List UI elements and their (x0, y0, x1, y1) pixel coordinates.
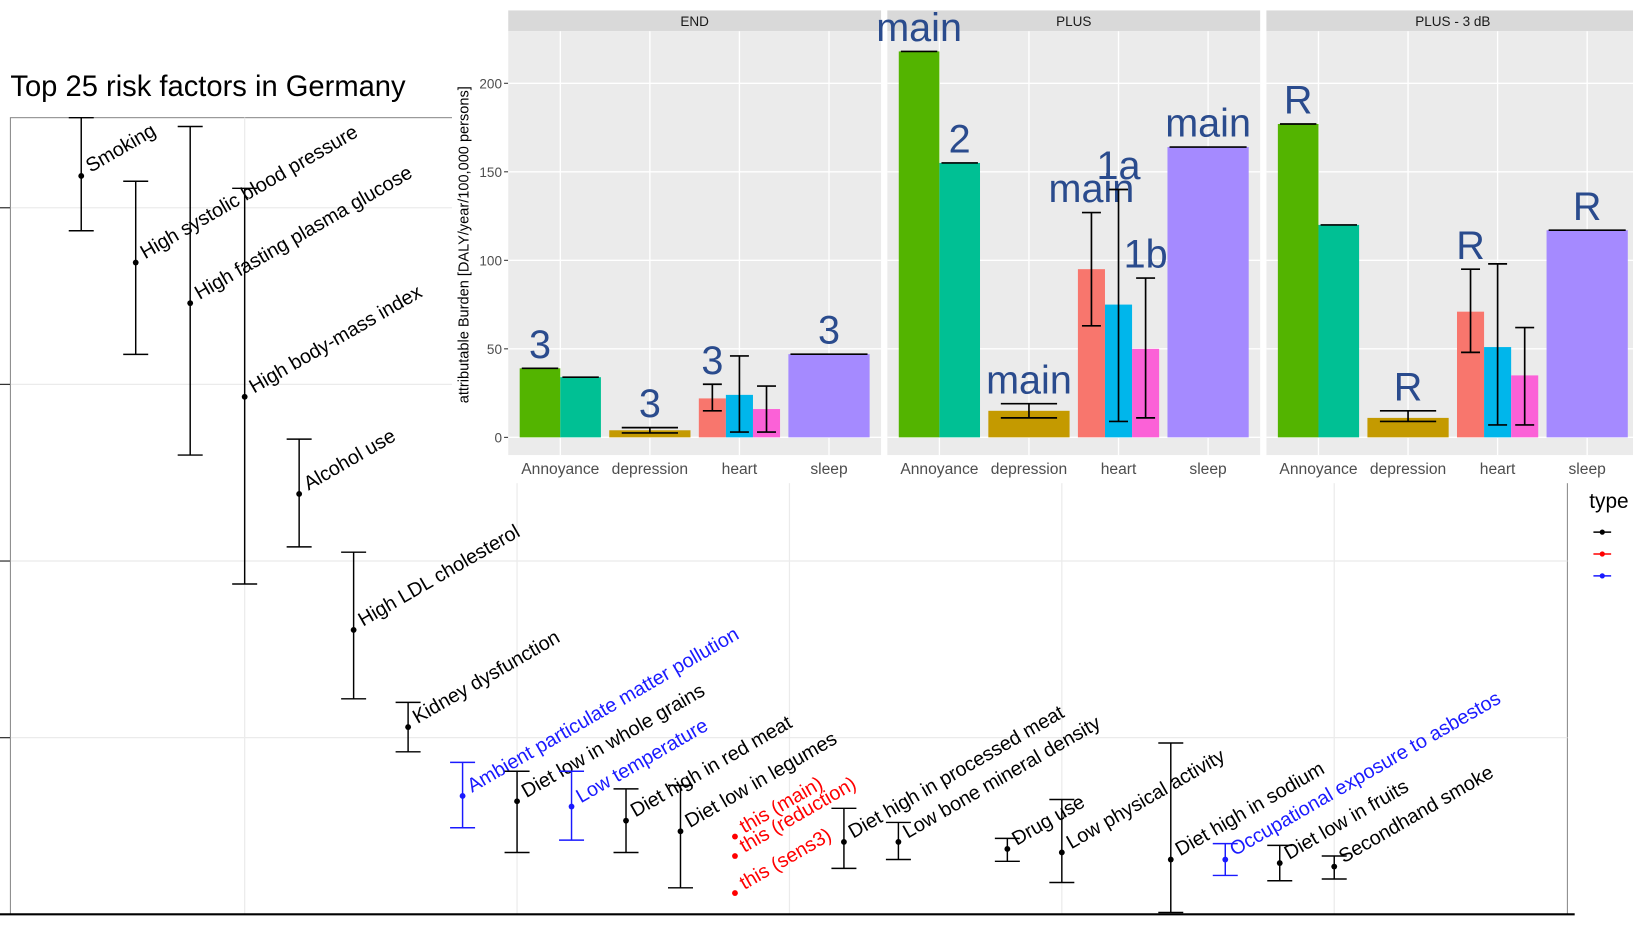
y-tick-label: 50 (487, 342, 502, 357)
y-axis-title: attributable Burden [DALY/year/100,000 p… (457, 86, 473, 403)
y-tick-label: 150 (479, 165, 502, 180)
point (1276, 860, 1283, 866)
bar-label: R (1456, 224, 1485, 268)
point (1331, 863, 1338, 870)
point (841, 838, 847, 845)
y-tick-label: 100 (479, 254, 502, 269)
annotation-point (732, 890, 738, 897)
x-tick-label: Annoyance (521, 461, 599, 478)
point (677, 828, 684, 835)
point (568, 803, 575, 810)
bar-label: 3 (529, 323, 551, 367)
x-tick-label: Annoyance (900, 461, 978, 478)
bar-label: 3 (639, 382, 661, 426)
x-tick-label: sleep (1189, 461, 1227, 478)
annotation-point (732, 853, 738, 859)
bar (788, 354, 870, 438)
bar (1546, 230, 1628, 438)
point (241, 393, 248, 400)
bar-label: 2 (949, 118, 971, 162)
x-tick-label: depression (991, 461, 1067, 478)
point (78, 173, 85, 179)
chart-title: Top 25 risk factors in Germany (10, 71, 406, 103)
point (350, 626, 357, 633)
facet-title: PLUS (1056, 14, 1091, 29)
bar-label: 1a (1097, 144, 1141, 188)
bar-label: main (1165, 102, 1251, 146)
point (514, 798, 520, 805)
legend-key-point (1599, 529, 1605, 535)
bar (560, 377, 601, 438)
point (623, 817, 629, 824)
x-tick-label: Annoyance (1279, 461, 1357, 478)
x-tick-label: depression (1370, 461, 1446, 478)
bar-label: R (1573, 185, 1602, 229)
point (459, 793, 466, 799)
bar-label: R (1284, 79, 1313, 123)
x-tick-label: heart (1480, 461, 1516, 478)
point (405, 724, 412, 730)
point (1058, 849, 1065, 856)
x-tick-label: heart (1101, 461, 1137, 478)
bar (1318, 224, 1360, 438)
point (1222, 856, 1229, 863)
bar-label: 1b (1124, 233, 1168, 277)
x-tick-label: depression (612, 461, 688, 478)
annotation-point (732, 833, 738, 840)
bar (609, 430, 691, 438)
point (296, 490, 303, 497)
bar (1277, 124, 1319, 438)
bar (898, 51, 940, 438)
point (1004, 846, 1011, 852)
strip (1266, 10, 1633, 32)
bar-label: 3 (701, 339, 723, 383)
point (1167, 856, 1174, 863)
point (187, 300, 194, 307)
legend-key-point (1599, 573, 1605, 579)
facet-title: END (680, 14, 709, 29)
y-tick-label: 0 (494, 431, 502, 446)
facet-title: PLUS - 3 dB (1415, 14, 1490, 29)
strip (508, 10, 882, 32)
bar (939, 162, 981, 438)
bar-label: R (1394, 365, 1423, 409)
legend-key-point (1599, 551, 1605, 557)
point (132, 259, 139, 266)
bar-label: 3 (818, 309, 840, 353)
strip (887, 10, 1261, 32)
bar (519, 368, 561, 438)
x-tick-label: heart (722, 461, 758, 478)
y-tick-label: 200 (479, 76, 502, 91)
x-tick-label: sleep (1569, 461, 1607, 478)
legend-title: type (1589, 490, 1628, 513)
bar (1167, 147, 1249, 438)
point (895, 838, 902, 845)
x-tick-label: sleep (810, 461, 848, 478)
bar-label: main (986, 358, 1072, 402)
bar (1367, 417, 1449, 438)
bar-label: main (876, 6, 962, 50)
